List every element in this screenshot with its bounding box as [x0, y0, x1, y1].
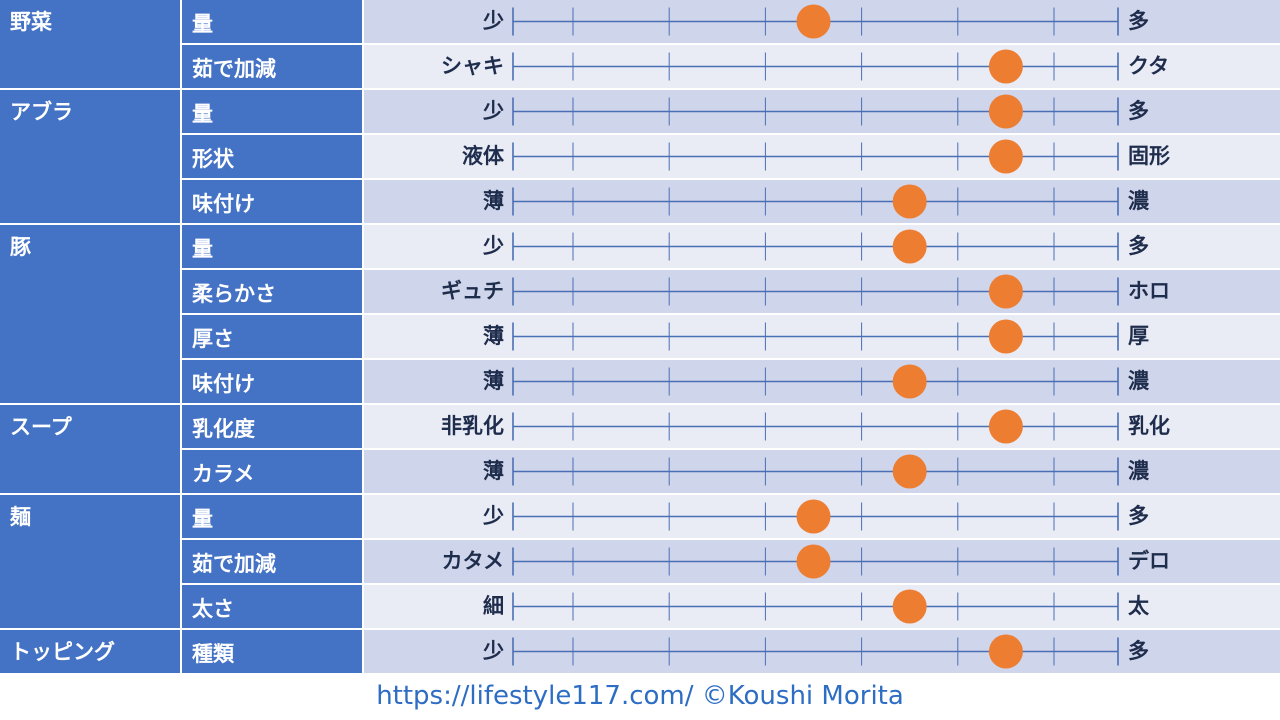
rating-marker	[988, 319, 1023, 354]
rating-marker	[988, 409, 1023, 444]
attribute-label: 厚さ	[182, 315, 362, 358]
attribute-label: 柔らかさ	[182, 270, 362, 313]
scale-right-label: 濃	[1128, 369, 1149, 393]
scale-right-label: 多	[1128, 9, 1149, 33]
rating-marker	[988, 634, 1023, 669]
scale-left-label: 少	[483, 99, 504, 123]
scale-right-label: デロ	[1128, 549, 1170, 573]
category-label: 豚	[0, 225, 180, 405]
attribute-label: 量	[182, 0, 362, 43]
category-label: アブラ	[0, 90, 180, 225]
scale-left-label: 薄	[483, 459, 504, 483]
rating-marker	[796, 499, 831, 534]
category-label: トッピング	[0, 630, 180, 675]
scale-left-label: 液体	[462, 144, 504, 168]
scale-right-label: 乳化	[1128, 414, 1170, 438]
scale-right-label: 濃	[1128, 459, 1149, 483]
attribute-label: 茹で加減	[182, 45, 362, 88]
rating-marker	[892, 589, 927, 624]
scale-right-label: 濃	[1128, 189, 1149, 213]
attribute-label: 乳化度	[182, 405, 362, 448]
attribute-label: 茹で加減	[182, 540, 362, 583]
attribute-label: 量	[182, 90, 362, 133]
scale-left-label: 少	[483, 639, 504, 663]
category-label: 麺	[0, 495, 180, 630]
rating-scales	[512, 4, 1119, 669]
scale-left-label: 少	[483, 9, 504, 33]
scale-right-label: 多	[1128, 234, 1149, 258]
rating-marker	[988, 139, 1023, 174]
attribute-label: 太さ	[182, 585, 362, 628]
attribute-label: カラメ	[182, 450, 362, 493]
scale-left-label: 細	[483, 594, 504, 618]
scale-left-label: 非乳化	[441, 414, 504, 438]
scale-left-label: シャキ	[441, 54, 504, 78]
scale-left-label: 少	[483, 504, 504, 528]
attribute-label: 味付け	[182, 180, 362, 223]
rating-marker	[796, 4, 831, 39]
scale-right-label: ホロ	[1128, 279, 1170, 303]
rating-marker	[988, 94, 1023, 129]
scale-left-label: 薄	[483, 324, 504, 348]
category-label: スープ	[0, 405, 180, 495]
attribute-label: 形状	[182, 135, 362, 178]
attribute-label: 味付け	[182, 360, 362, 403]
scale-right-label: 多	[1128, 504, 1149, 528]
rating-marker	[892, 364, 927, 399]
rating-marker	[892, 229, 927, 264]
category-label: 野菜	[0, 0, 180, 90]
rating-marker	[988, 49, 1023, 84]
attribute-label: 量	[182, 225, 362, 268]
scale-left-label: 薄	[483, 369, 504, 393]
scale-left-label: カタメ	[441, 549, 504, 573]
scale-right-label: 厚	[1128, 324, 1149, 348]
scale-left-label: 少	[483, 234, 504, 258]
rating-marker	[796, 544, 831, 579]
rating-marker	[892, 454, 927, 489]
rating-marker	[892, 184, 927, 219]
scale-right-label: 多	[1128, 639, 1149, 663]
scale-right-label: 多	[1128, 99, 1149, 123]
attribute-label: 量	[182, 495, 362, 538]
rating-marker	[988, 274, 1023, 309]
scale-left-label: 薄	[483, 189, 504, 213]
scale-right-label: 固形	[1128, 144, 1170, 168]
scale-right-label: 太	[1128, 594, 1149, 618]
footer-credit: https://lifestyle117.com/ ©Koushi Morita	[376, 681, 904, 711]
scale-left-label: ギュチ	[441, 279, 504, 303]
attribute-label: 種類	[182, 630, 362, 673]
scale-right-label: クタ	[1128, 54, 1170, 78]
